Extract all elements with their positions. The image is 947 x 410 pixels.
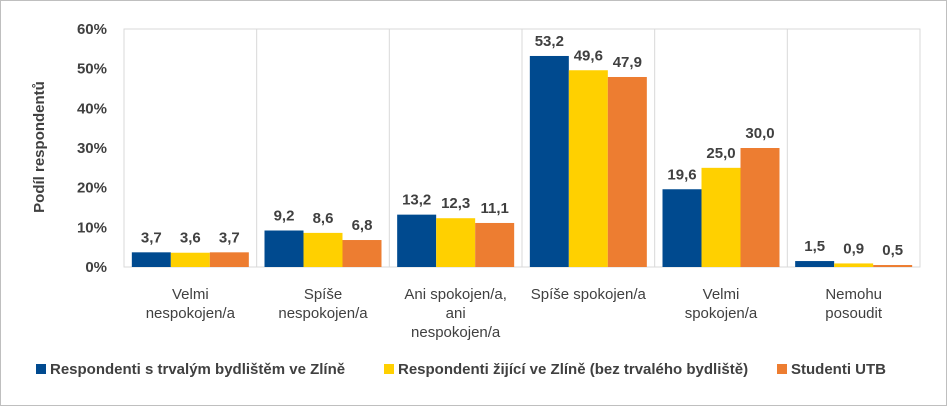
category-label: Velmi nespokojen/a xyxy=(146,286,236,322)
y-tick-label: 20% xyxy=(77,180,107,197)
bar xyxy=(662,189,702,267)
y-axis-ticks: 0% 10% 20% 30% 40% 50% 60% xyxy=(77,21,107,276)
data-label: 1,5 xyxy=(804,238,825,255)
data-label: 53,2 xyxy=(535,33,564,50)
data-label: 6,8 xyxy=(352,217,373,234)
legend: Respondenti s trvalým bydlištěm ve Zlíně… xyxy=(36,361,886,378)
bar xyxy=(834,263,874,267)
data-label: 9,2 xyxy=(274,208,295,225)
gridlines xyxy=(123,28,921,268)
bar xyxy=(795,261,835,267)
legend-item: Respondenti žijící ve Zlíně (bez trvaléh… xyxy=(384,361,748,378)
bar xyxy=(397,214,437,267)
data-label: 11,1 xyxy=(480,200,508,217)
category-labels: Velmi nespokojen/a Spíše nespokojen/a Ani sp… xyxy=(146,286,883,341)
bar xyxy=(209,252,249,267)
data-label: 0,9 xyxy=(843,240,864,257)
bars xyxy=(131,55,913,268)
data-label: 12,3 xyxy=(441,195,470,212)
bar xyxy=(475,222,515,267)
bar xyxy=(436,218,476,267)
legend-label: Respondenti s trvalým bydlištěm ve Zlíně xyxy=(50,361,345,378)
legend-item: Studenti UTB xyxy=(777,361,886,378)
bar xyxy=(740,148,780,267)
y-tick-label: 40% xyxy=(77,100,107,117)
bar xyxy=(264,230,304,267)
data-label: 47,9 xyxy=(613,54,642,71)
y-tick-label: 50% xyxy=(77,61,107,78)
data-label: 3,7 xyxy=(141,229,162,246)
data-label: 25,0 xyxy=(706,145,735,162)
category-label: Spíše spokojen/a xyxy=(531,286,647,303)
y-axis-label: Podíl respondentů xyxy=(31,81,48,213)
legend-label: Respondenti žijící ve Zlíně (bez trvaléh… xyxy=(398,361,748,378)
data-label: 0,5 xyxy=(882,242,903,259)
data-label: 30,0 xyxy=(745,125,774,142)
bar xyxy=(529,55,569,268)
y-tick-label: 30% xyxy=(77,140,107,157)
data-labels: 3,7 3,6 3,7 9,2 8,6 6,8 13,2 12,3 11,1 53,2 49,6 47… xyxy=(141,33,903,259)
y-tick-label: 10% xyxy=(77,219,107,236)
data-label: 8,6 xyxy=(313,210,334,227)
bar xyxy=(170,252,210,267)
bar xyxy=(701,167,741,267)
y-tick-label: 60% xyxy=(77,21,107,38)
category-label: Nemohu posoudit xyxy=(825,286,883,322)
category-label: Ani spokojen/a, ani nespokojen/a xyxy=(404,286,507,341)
data-label: 19,6 xyxy=(667,166,696,183)
bar xyxy=(873,265,913,267)
data-label: 13,2 xyxy=(402,192,431,209)
legend-swatch xyxy=(384,364,394,374)
category-label: Velmi spokojen/a xyxy=(685,286,758,322)
category-label: Spíše nespokojen/a xyxy=(278,286,368,322)
legend-swatch xyxy=(36,364,46,374)
bar xyxy=(303,232,343,267)
bar xyxy=(607,76,647,267)
bar xyxy=(131,252,171,267)
bar xyxy=(568,70,608,268)
legend-item: Respondenti s trvalým bydlištěm ve Zlíně xyxy=(36,361,345,378)
data-label: 3,7 xyxy=(219,229,240,246)
legend-swatch xyxy=(777,364,787,374)
data-label: 3,6 xyxy=(180,230,201,247)
y-tick-label: 0% xyxy=(85,259,107,276)
legend-label: Studenti UTB xyxy=(791,361,886,378)
data-label: 49,6 xyxy=(574,47,603,64)
bar xyxy=(342,240,382,267)
